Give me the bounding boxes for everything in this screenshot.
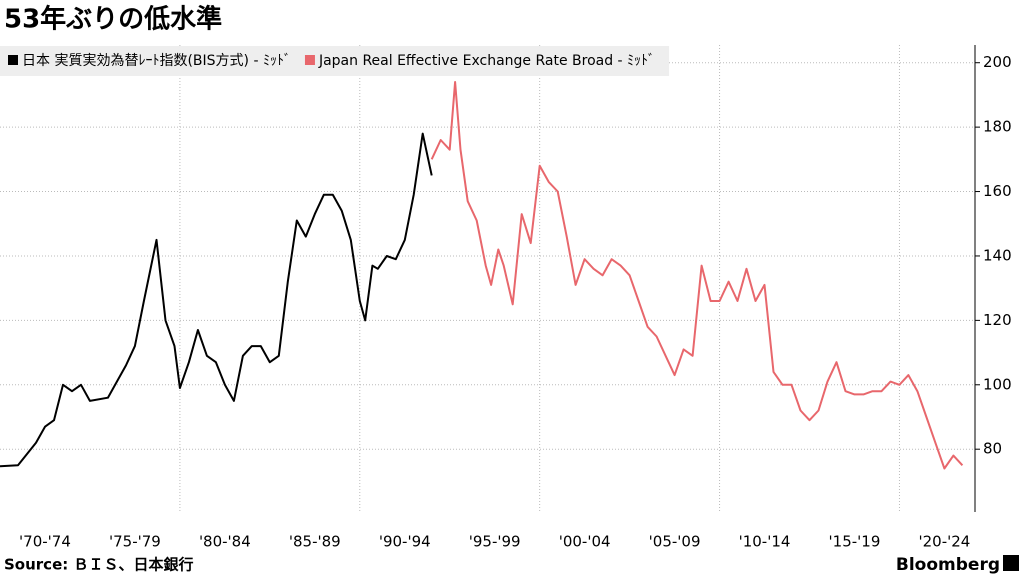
x-tick-label: '10-'14 (739, 533, 791, 551)
chart-title: 53年ぶりの低水準 (4, 4, 222, 35)
y-tick-label: 120 (983, 311, 1012, 329)
legend-bg (0, 46, 670, 76)
source: Source: ＢＩＳ、日本銀行 (4, 556, 193, 574)
legend-swatch (8, 55, 18, 65)
x-tick-label: '90-'94 (379, 533, 431, 551)
x-tick-label: '75-'79 (109, 533, 161, 551)
legend-label: 日本 実質実効為替ﾚｰﾄ指数(BIS方式) - ﾐｯﾄﾞ (22, 53, 291, 69)
legend-swatch (304, 55, 315, 65)
x-tick-label: '15-'19 (829, 533, 881, 551)
brand-icon (1003, 555, 1019, 571)
x-tick-label: '05-'09 (649, 533, 701, 551)
x-tick-label: '80-'84 (199, 533, 251, 551)
brand: Bloomberg (896, 555, 1000, 575)
x-tick-label: '95-'99 (469, 533, 521, 551)
y-tick-label: 140 (983, 246, 1012, 264)
legend: 日本 実質実効為替ﾚｰﾄ指数(BIS方式) - ﾐｯﾄﾞ Japan Real E… (0, 46, 670, 76)
x-tick-label: '00-'04 (559, 533, 611, 551)
y-tick-label: 100 (983, 375, 1012, 393)
x-tick-label: '85-'89 (289, 533, 341, 551)
x-tick-label: '70-'74 (19, 533, 71, 551)
y-tick-label: 160 (983, 182, 1012, 200)
y-tick-label: 180 (983, 118, 1012, 136)
line (0, 132, 433, 468)
line (430, 81, 964, 470)
legend-label: Japan Real Effective Exchange Rate Broad… (318, 53, 655, 69)
y-tick-label: 80 (983, 440, 1002, 458)
y-tick-label: 200 (983, 53, 1012, 71)
x-tick-label: '20-'24 (918, 533, 970, 551)
